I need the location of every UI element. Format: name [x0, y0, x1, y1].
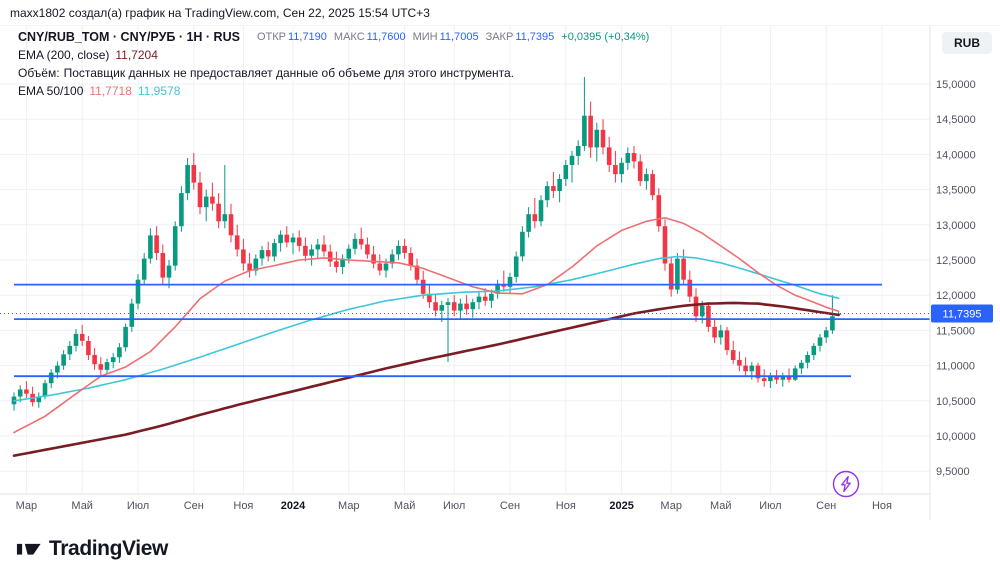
chart-canvas[interactable]: 15,0000 14,5000 14,0000 13,5000 13,0000 12,50…	[0, 26, 1000, 520]
svg-text:14,5000: 14,5000	[936, 114, 976, 126]
lightning-icon	[841, 475, 851, 493]
chart-area[interactable]: 15,0000 14,5000 14,0000 13,5000 13,0000 12,50…	[0, 26, 1000, 520]
price-axis[interactable]: 15,0000 14,5000 14,0000 13,5000 13,0000 12,50…	[936, 79, 976, 478]
tradingview-logo-link[interactable]: TradingView	[16, 536, 168, 562]
current-price-badge: 11,7395	[931, 304, 993, 323]
currency-unit-button[interactable]: RUB	[942, 32, 992, 54]
svg-text:Июл: Июл	[127, 500, 149, 512]
svg-text:Май: Май	[71, 500, 93, 512]
svg-text:13,5000: 13,5000	[936, 185, 976, 197]
svg-text:14,0000: 14,0000	[936, 149, 976, 161]
lightning-mode-button[interactable]	[832, 470, 860, 498]
svg-text:Мар: Мар	[16, 500, 38, 512]
tradingview-logo-icon	[16, 543, 41, 555]
svg-text:Июл: Июл	[443, 500, 465, 512]
svg-text:15,0000: 15,0000	[936, 79, 976, 91]
footer: TradingView	[0, 520, 1000, 578]
svg-text:Мар: Мар	[338, 500, 360, 512]
gridlines	[0, 26, 930, 494]
ema100-line[interactable]	[13, 255, 840, 402]
svg-text:13,0000: 13,0000	[936, 220, 976, 232]
lightning-circle	[832, 470, 860, 498]
svg-text:Сен: Сен	[500, 500, 520, 512]
ema50-line[interactable]	[13, 217, 840, 434]
svg-text:11,7395: 11,7395	[943, 309, 982, 321]
svg-text:11,5000: 11,5000	[936, 325, 975, 337]
svg-text:10,0000: 10,0000	[936, 431, 976, 443]
share-info-text: maxx1802 создал(а) график на TradingView…	[10, 5, 430, 20]
svg-text:9,5000: 9,5000	[936, 466, 970, 478]
svg-text:Ноя: Ноя	[556, 500, 576, 512]
svg-text:Мар: Мар	[660, 500, 682, 512]
svg-text:2024: 2024	[281, 500, 306, 512]
svg-text:10,5000: 10,5000	[936, 396, 976, 408]
svg-text:12,0000: 12,0000	[936, 290, 976, 302]
svg-text:Сен: Сен	[816, 500, 836, 512]
ema200-line[interactable]	[12, 301, 840, 458]
share-info-bar: maxx1802 создал(а) график на TradingView…	[0, 0, 1000, 26]
svg-text:2025: 2025	[609, 500, 633, 512]
svg-text:Май: Май	[710, 500, 732, 512]
tradingview-wordmark: TradingView	[49, 537, 168, 560]
svg-text:Ноя: Ноя	[233, 500, 253, 512]
svg-text:Май: Май	[394, 500, 416, 512]
svg-text:Июл: Июл	[759, 500, 781, 512]
time-axis[interactable]: Мар Май Июл Сен Ноя 2024 Мар Май Июл Сен Ноя 2025 Ма…	[16, 500, 892, 512]
svg-text:11,0000: 11,0000	[936, 361, 975, 373]
svg-text:Сен: Сен	[184, 500, 204, 512]
svg-text:Ноя: Ноя	[872, 500, 892, 512]
svg-text:12,5000: 12,5000	[936, 255, 976, 267]
